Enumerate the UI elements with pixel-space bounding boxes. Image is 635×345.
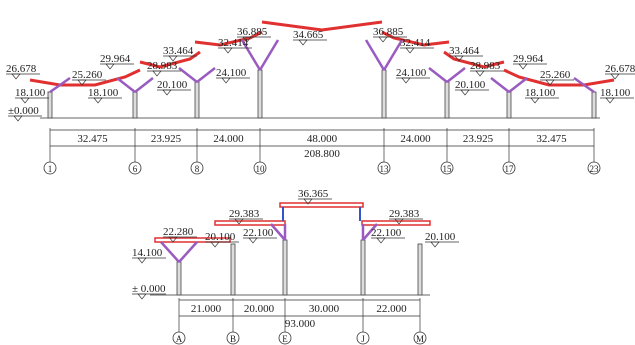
level-label: 18.100 — [15, 87, 46, 99]
axis-label: 8 — [195, 164, 200, 174]
axis-label: 10 — [256, 164, 266, 174]
column — [258, 70, 262, 118]
level-label: 24.100 — [216, 67, 247, 79]
level-label: 18.100 — [600, 87, 631, 99]
level-label: 18.100 — [525, 87, 556, 99]
roof — [215, 221, 285, 225]
span-label: 32.475 — [77, 133, 108, 145]
axis-label: 15 — [443, 164, 453, 174]
span-label: 48.000 — [307, 133, 338, 145]
axis-label: 13 — [380, 164, 390, 174]
level-label: 25.260 — [72, 69, 103, 81]
level-label: 32.414 — [400, 37, 431, 49]
level-label: 20.100 — [205, 231, 236, 243]
axis-label: J — [361, 334, 365, 344]
roof — [280, 203, 363, 207]
level-label: ± 0.000 — [132, 283, 166, 295]
column — [231, 244, 235, 295]
axis-label: 17 — [505, 164, 515, 174]
level-label: ±0.000 — [8, 105, 39, 117]
column — [283, 240, 287, 295]
level-label: 29.964 — [513, 53, 544, 65]
span-label: 23.925 — [463, 133, 494, 145]
brace — [179, 242, 197, 262]
level-label: 24.100 — [396, 67, 427, 79]
axis-label: B — [230, 334, 236, 344]
level-label: 20.100 — [425, 231, 456, 243]
brace — [491, 78, 509, 92]
axis-label: M — [416, 334, 424, 344]
level-label: 29.383 — [229, 208, 260, 220]
span-label: 24.000 — [213, 133, 244, 145]
level-label: 25.260 — [540, 69, 571, 81]
level-label: 29.964 — [100, 53, 131, 65]
level-label: 22.280 — [163, 226, 194, 238]
level-label: 20.100 — [157, 79, 188, 91]
axis-label: 6 — [133, 164, 138, 174]
axis-label: E — [282, 334, 288, 344]
level-label: 14.100 — [132, 247, 163, 259]
axis-label: 23 — [590, 164, 600, 174]
brace — [117, 78, 135, 92]
roof — [362, 221, 430, 225]
column — [592, 92, 596, 118]
span-label: 30.000 — [309, 303, 340, 315]
level-label: 26.678 — [6, 63, 37, 75]
level-label: 22.100 — [371, 227, 402, 239]
column — [177, 262, 181, 295]
span-label: 21.000 — [191, 303, 222, 315]
axis-label: 1 — [48, 164, 53, 174]
brace — [429, 68, 447, 82]
column — [133, 92, 137, 118]
level-label: 33.464 — [163, 45, 194, 57]
level-label: 26.678 — [605, 63, 635, 75]
span-label: 23.925 — [151, 133, 182, 145]
level-label: 18.100 — [88, 87, 119, 99]
level-label: 36.885 — [237, 26, 268, 38]
column — [382, 70, 386, 118]
span-label: 20.000 — [244, 303, 275, 315]
column — [361, 240, 365, 295]
column — [445, 82, 449, 118]
brace — [161, 242, 179, 262]
column — [507, 92, 511, 118]
span-label: 22.000 — [376, 303, 407, 315]
level-label: 33.464 — [449, 45, 480, 57]
span-label: 32.475 — [536, 133, 567, 145]
column — [48, 92, 52, 118]
brace — [366, 40, 384, 70]
brace — [197, 68, 215, 82]
elevation-drawing: 1 6 8 10 13 15 17 23 26.678 25.260 29.964 28.983 33.… — [0, 0, 635, 345]
level-label: 28.983 — [147, 60, 178, 72]
total-span-label: 208.800 — [304, 148, 340, 160]
span-label: 24.000 — [400, 133, 431, 145]
level-label: 28.983 — [470, 60, 501, 72]
level-label: 20.100 — [455, 79, 486, 91]
level-label: 29.383 — [389, 208, 420, 220]
column — [195, 82, 199, 118]
level-label: 34.665 — [293, 29, 324, 41]
brace — [260, 40, 278, 70]
level-label: 22.100 — [243, 227, 274, 239]
level-label: 36.365 — [298, 188, 329, 200]
brace — [135, 78, 153, 92]
column — [418, 244, 422, 295]
axis-label: A — [176, 334, 183, 344]
total-span-label: 93.000 — [285, 318, 316, 330]
